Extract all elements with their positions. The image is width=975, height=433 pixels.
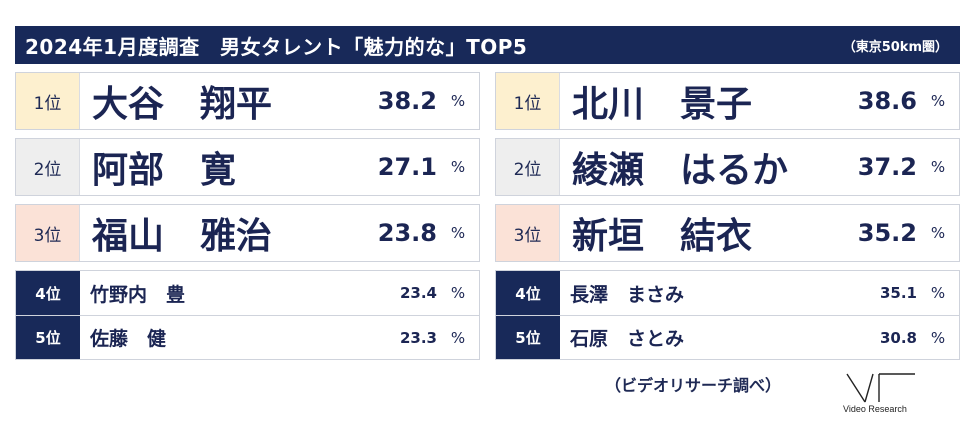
talent-name: 綾瀬 はるか <box>572 150 789 191</box>
talent-name: 石原 さとみ <box>570 328 685 350</box>
percent-unit: % <box>450 224 466 242</box>
male-ranking: 1位 大谷 翔平 38.2 % 2位 阿部 寛 27.1 % 3位 福山 雅治 … <box>15 72 480 360</box>
talent-name: 阿部 寛 <box>92 150 237 191</box>
rank-label: 1位 <box>16 73 80 129</box>
rank-label: 4位 <box>16 271 80 315</box>
percent-unit: % <box>450 284 466 302</box>
rank-label: 5位 <box>496 316 560 359</box>
talent-name: 竹野内 豊 <box>90 283 186 306</box>
percent-unit: % <box>450 92 466 110</box>
page-title: 2024年1月度調査 男女タレント「魅力的な」TOP5 <box>25 34 528 59</box>
score-value: 27.1 <box>377 153 437 181</box>
header-banner: 2024年1月度調査 男女タレント「魅力的な」TOP5 （東京50km圏） <box>15 26 960 64</box>
percent-unit: % <box>930 328 946 347</box>
percent-unit: % <box>930 92 946 110</box>
rank-label: 1位 <box>496 73 560 129</box>
ranking-row: 5位 石原 さとみ 30.8 % <box>496 315 959 359</box>
talent-name: 新垣 結衣 <box>572 216 753 257</box>
percent-unit: % <box>930 224 946 242</box>
lower-ranks: 4位 長澤 まさみ 35.1 % 5位 石原 さとみ 30.8 % <box>495 270 960 360</box>
ranking-row: 1位 大谷 翔平 38.2 % <box>15 72 480 130</box>
score-value: 23.4 <box>399 284 437 302</box>
rank-label: 5位 <box>16 316 80 359</box>
ranking-row: 3位 福山 雅治 23.8 % <box>15 204 480 262</box>
ranking-row: 4位 竹野内 豊 23.4 % <box>16 271 479 315</box>
logo-text: Video Research <box>843 404 907 414</box>
score-value: 35.1 <box>879 284 917 302</box>
percent-unit: % <box>930 284 946 302</box>
area-note: （東京50km圏） <box>842 39 948 55</box>
percent-unit: % <box>930 158 946 176</box>
female-ranking: 1位 北川 景子 38.6 % 2位 綾瀬 はるか 37.2 % 3位 新垣 結… <box>495 72 960 360</box>
talent-name: 北川 景子 <box>572 84 753 125</box>
lower-ranks: 4位 竹野内 豊 23.4 % 5位 佐藤 健 23.3 % <box>15 270 480 360</box>
talent-name: 福山 雅治 <box>92 216 273 257</box>
talent-name: 大谷 翔平 <box>92 84 273 125</box>
ranking-row: 2位 阿部 寛 27.1 % <box>15 138 480 196</box>
talent-name: 佐藤 健 <box>90 328 167 350</box>
score-value: 38.6 <box>857 87 917 115</box>
rank-label: 3位 <box>16 205 80 261</box>
ranking-row: 1位 北川 景子 38.6 % <box>495 72 960 130</box>
source-note: （ビデオリサーチ調べ） <box>605 376 782 395</box>
rank-label: 2位 <box>16 139 80 195</box>
talent-name: 長澤 まさみ <box>570 283 685 306</box>
score-value: 37.2 <box>857 153 917 181</box>
percent-unit: % <box>450 158 466 176</box>
score-value: 35.2 <box>857 219 917 247</box>
score-value: 23.8 <box>377 219 437 247</box>
ranking-row: 4位 長澤 まさみ 35.1 % <box>496 271 959 315</box>
score-value: 38.2 <box>377 87 437 115</box>
score-value: 23.3 <box>399 328 437 347</box>
video-research-logo: Video Research <box>843 372 923 418</box>
ranking-row: 3位 新垣 結衣 35.2 % <box>495 204 960 262</box>
percent-unit: % <box>450 328 466 347</box>
ranking-row: 5位 佐藤 健 23.3 % <box>16 315 479 359</box>
rank-label: 2位 <box>496 139 560 195</box>
logo-mark-icon <box>846 373 915 403</box>
rank-label: 3位 <box>496 205 560 261</box>
ranking-row: 2位 綾瀬 はるか 37.2 % <box>495 138 960 196</box>
score-value: 30.8 <box>879 328 917 347</box>
rank-label: 4位 <box>496 271 560 315</box>
